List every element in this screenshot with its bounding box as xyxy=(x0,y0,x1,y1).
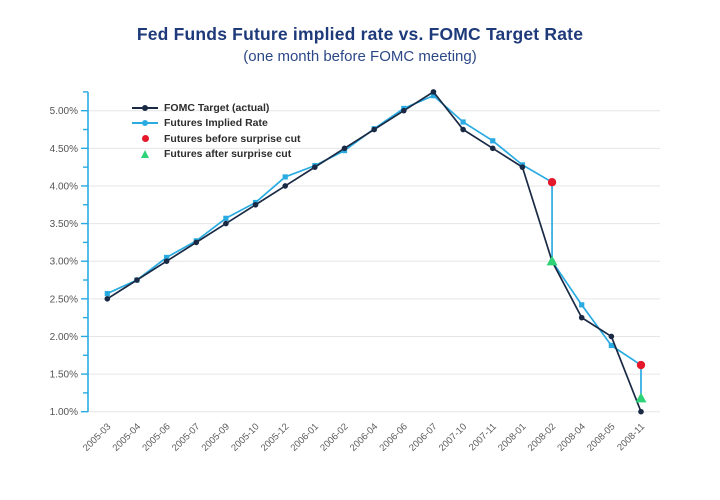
svg-text:2006-01: 2006-01 xyxy=(289,421,321,453)
legend-item-futures-implied: Futures Implied Rate xyxy=(130,116,301,132)
legend-label: Futures after surprise cut xyxy=(164,148,292,161)
svg-text:3.50%: 3.50% xyxy=(50,219,78,230)
svg-text:3.00%: 3.00% xyxy=(50,257,78,268)
svg-text:2005-04: 2005-04 xyxy=(111,421,143,453)
svg-text:2006-06: 2006-06 xyxy=(377,421,409,453)
futures-before-cut-point xyxy=(636,360,646,370)
svg-text:2006-07: 2006-07 xyxy=(407,421,439,453)
svg-text:2005-03: 2005-03 xyxy=(81,421,113,453)
legend-item-fomc-target: FOMC Target (actual) xyxy=(130,100,301,116)
legend-label: Futures Implied Rate xyxy=(164,117,268,130)
svg-text:2008-05: 2008-05 xyxy=(585,421,617,453)
svg-text:2005-10: 2005-10 xyxy=(229,421,261,453)
svg-text:2006-04: 2006-04 xyxy=(348,421,380,453)
surprise-before-points xyxy=(547,177,646,370)
svg-text:2.00%: 2.00% xyxy=(50,332,78,343)
chart-header: Fed Funds Future implied rate vs. FOMC T… xyxy=(0,24,720,65)
svg-text:1.00%: 1.00% xyxy=(50,407,78,418)
svg-text:1.50%: 1.50% xyxy=(50,370,78,381)
svg-text:2005-09: 2005-09 xyxy=(200,421,232,453)
legend-label: FOMC Target (actual) xyxy=(164,101,270,114)
green-triangle-icon xyxy=(130,150,160,159)
y-axis xyxy=(81,91,89,413)
chart-title: Fed Funds Future implied rate vs. FOMC T… xyxy=(136,24,584,44)
red-dot-icon xyxy=(130,135,160,143)
svg-text:2006-02: 2006-02 xyxy=(318,421,350,453)
svg-text:5.00%: 5.00% xyxy=(50,106,78,117)
svg-text:2008-01: 2008-01 xyxy=(496,421,528,453)
x-axis-labels: 2005-032005-042005-062005-072005-092005-… xyxy=(81,421,647,453)
legend-item-futures-before-cut: Futures before surprise cut xyxy=(130,131,301,147)
futures-after-cut-point xyxy=(546,255,558,266)
svg-text:4.50%: 4.50% xyxy=(50,144,78,155)
svg-text:2007-11: 2007-11 xyxy=(467,421,499,453)
svg-text:4.00%: 4.00% xyxy=(50,181,78,192)
futures-after-cut-point xyxy=(635,392,647,403)
legend-label: Futures before surprise cut xyxy=(164,132,301,145)
gridlines xyxy=(88,110,660,413)
svg-text:2005-06: 2005-06 xyxy=(140,421,172,453)
svg-text:2008-11: 2008-11 xyxy=(615,421,647,453)
svg-text:2007-10: 2007-10 xyxy=(437,421,469,453)
futures-before-cut-point xyxy=(547,177,557,187)
legend-item-futures-after-cut: Futures after surprise cut xyxy=(130,147,301,163)
svg-text:2005-07: 2005-07 xyxy=(170,421,202,453)
svg-text:2.50%: 2.50% xyxy=(50,294,78,305)
surprise-after-points xyxy=(546,255,647,403)
y-axis-labels: 1.00% 1.50% 2.00% 2.50% 3.00% 3.50% 4.00% 4.50%… xyxy=(50,106,78,418)
chart-subtitle: (one month before FOMC meeting) xyxy=(243,48,477,65)
svg-text:2005-12: 2005-12 xyxy=(259,421,291,453)
futures-implied-line-dot-icon xyxy=(130,120,160,127)
svg-text:2008-04: 2008-04 xyxy=(555,421,587,453)
fomc-target-line-dot-icon xyxy=(130,104,160,111)
svg-text:2008-02: 2008-02 xyxy=(526,421,558,453)
chart-legend: FOMC Target (actual) Futures Implied Rat… xyxy=(130,100,301,162)
